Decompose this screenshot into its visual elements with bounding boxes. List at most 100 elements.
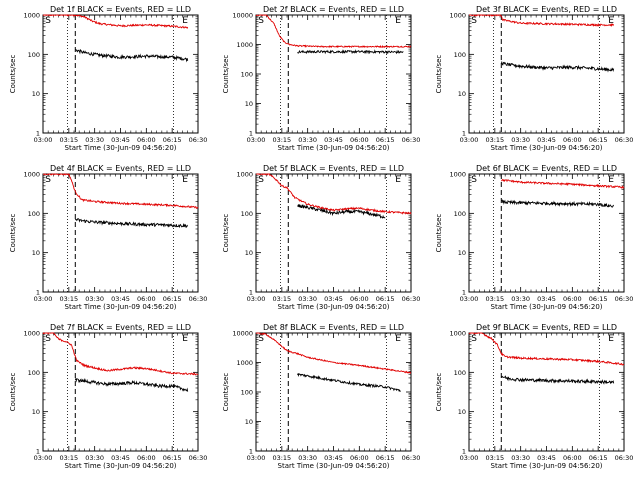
y-tick-label: 1000: [449, 171, 466, 179]
chart-title: Det 7f BLACK = Events, RED = LLD: [50, 323, 191, 332]
x-axis-label: Start Time (30-Jun-09 04:56:20): [491, 144, 603, 152]
events-series-line: [297, 204, 386, 219]
x-tick-label: 03:00: [460, 136, 479, 144]
x-tick-label: 03:45: [537, 295, 556, 303]
x-axis-label: Start Time (30-Jun-09 04:56:20): [278, 462, 390, 470]
y-tick-label: 1: [249, 130, 253, 138]
y-tick-label: 10000: [232, 330, 253, 338]
y-tick-label: 10: [458, 90, 466, 98]
start-marker: S: [471, 16, 477, 26]
start-marker: S: [471, 175, 477, 185]
end-marker: E: [608, 175, 614, 185]
x-tick-label: 06:00: [137, 136, 156, 144]
chart-panel: Det 7f BLACK = Events, RED = LLD 1 10 100 10…: [9, 323, 207, 470]
x-tick-label: 06:00: [563, 136, 582, 144]
y-tick-label: 100: [241, 71, 253, 79]
y-tick-label: 10: [245, 249, 253, 257]
lld-series-line: [468, 332, 625, 366]
y-tick-label: 10: [32, 249, 40, 257]
y-tick-label: 10: [32, 408, 40, 416]
chart-title: Det 3f BLACK = Events, RED = LLD: [476, 5, 617, 14]
x-tick-label: 03:45: [111, 454, 130, 462]
lld-series-line: [501, 178, 625, 189]
y-tick-label: 10: [32, 90, 40, 98]
x-tick-label: 03:15: [485, 136, 504, 144]
x-axis-label: Start Time (30-Jun-09 04:56:20): [278, 144, 390, 152]
lld-series-line: [42, 14, 189, 30]
chart-panel: Det 2f BLACK = Events, RED = LLD 1 10 100 10…: [222, 5, 420, 152]
x-tick-label: 03:00: [34, 295, 53, 303]
plot-frame: [255, 14, 412, 134]
x-tick-label: 03:30: [298, 295, 317, 303]
plot-frame: [468, 332, 625, 452]
lld-series-line: [42, 173, 199, 209]
chart-panel: Det 1f BLACK = Events, RED = LLD 1 10 100 10…: [9, 5, 207, 152]
end-marker: E: [608, 334, 614, 344]
events-series-line: [75, 48, 189, 63]
lld-series-line: [469, 14, 615, 28]
chart-title: Det 9f BLACK = Events, RED = LLD: [476, 323, 617, 332]
x-tick-label: 03:30: [511, 136, 530, 144]
x-tick-label: 06:15: [589, 295, 608, 303]
x-tick-label: 06:30: [402, 454, 421, 462]
y-tick-label: 100: [28, 210, 40, 218]
y-tick-label: 1: [462, 130, 466, 138]
x-tick-label: 03:45: [324, 136, 343, 144]
x-tick-label: 06:30: [615, 454, 634, 462]
chart-title: Det 1f BLACK = Events, RED = LLD: [50, 5, 191, 14]
x-tick-label: 03:30: [85, 295, 104, 303]
y-tick-label: 100: [454, 51, 466, 59]
y-tick-label: 1: [36, 289, 40, 297]
x-tick-label: 06:30: [402, 295, 421, 303]
x-tick-label: 06:15: [163, 454, 182, 462]
x-tick-label: 06:00: [350, 295, 369, 303]
x-tick-label: 06:15: [376, 454, 395, 462]
y-axis-label: Counts/sec: [9, 373, 17, 412]
plot-frame: [468, 173, 625, 293]
x-tick-label: 06:00: [563, 295, 582, 303]
x-tick-label: 06:15: [376, 136, 395, 144]
lld-series-line: [255, 332, 412, 374]
x-tick-label: 06:30: [189, 295, 208, 303]
x-tick-label: 03:15: [485, 454, 504, 462]
x-tick-label: 06:15: [589, 136, 608, 144]
x-tick-label: 06:30: [189, 454, 208, 462]
x-tick-label: 03:00: [247, 454, 266, 462]
y-axis-label: Counts/sec: [222, 373, 230, 412]
y-tick-label: 100: [241, 210, 253, 218]
y-tick-label: 10: [458, 249, 466, 257]
y-tick-label: 1000: [236, 359, 253, 367]
start-marker: S: [45, 16, 51, 26]
y-axis-label: Counts/sec: [222, 214, 230, 253]
events-series-line: [297, 49, 404, 55]
x-tick-label: 06:30: [615, 295, 634, 303]
end-marker: E: [182, 334, 188, 344]
x-tick-label: 03:45: [324, 295, 343, 303]
x-tick-label: 06:30: [615, 136, 634, 144]
plot-frame: [468, 14, 625, 134]
plot-frame: [42, 173, 199, 293]
x-tick-label: 03:30: [298, 136, 317, 144]
chart-panel: Det 6f BLACK = Events, RED = LLD 1 10 100 10…: [435, 164, 633, 311]
events-series-line: [501, 199, 615, 208]
y-tick-label: 10000: [232, 12, 253, 20]
lld-series-line: [255, 173, 412, 215]
x-axis-label: Start Time (30-Jun-09 04:56:20): [278, 303, 390, 311]
y-tick-label: 10: [245, 418, 253, 426]
chart-title: Det 4f BLACK = Events, RED = LLD: [50, 164, 191, 173]
chart-title: Det 6f BLACK = Events, RED = LLD: [476, 164, 617, 173]
y-axis-label: Counts/sec: [435, 373, 443, 412]
x-tick-label: 03:30: [85, 136, 104, 144]
x-tick-label: 06:00: [350, 454, 369, 462]
x-tick-label: 06:00: [350, 136, 369, 144]
x-tick-label: 03:30: [85, 454, 104, 462]
events-series-line: [296, 373, 401, 392]
chart-title: Det 5f BLACK = Events, RED = LLD: [263, 164, 404, 173]
x-tick-label: 03:00: [460, 295, 479, 303]
x-tick-label: 06:00: [137, 454, 156, 462]
x-tick-label: 06:30: [402, 136, 421, 144]
x-tick-label: 03:00: [247, 295, 266, 303]
x-tick-label: 06:00: [563, 454, 582, 462]
x-tick-label: 03:45: [537, 454, 556, 462]
